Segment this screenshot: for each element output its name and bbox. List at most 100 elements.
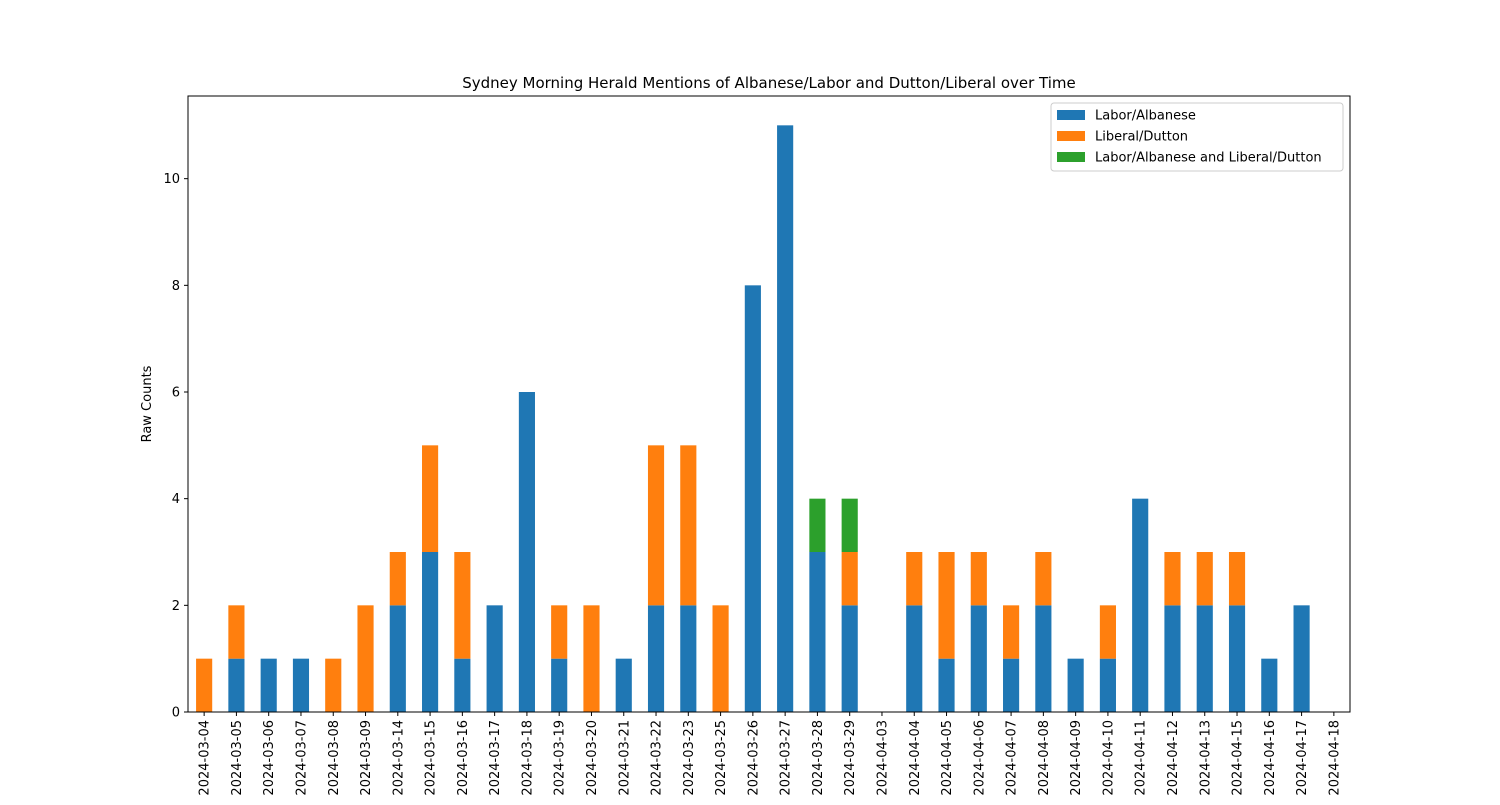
x-tick-label-2024-04-09: 2024-04-09: [1069, 720, 1084, 796]
bar-2024-04-12-series-0: [1164, 605, 1181, 712]
bar-2024-03-08-series-1: [325, 658, 342, 712]
legend-swatch-1: [1057, 131, 1085, 141]
bar-2024-03-26-series-0: [744, 285, 761, 712]
y-tick-label-8: 8: [172, 279, 180, 294]
bar-2024-04-15-series-1: [1228, 552, 1246, 606]
bar-2024-03-19-series-0: [551, 658, 568, 712]
bar-2024-04-07-series-1: [1003, 605, 1020, 659]
bar-2024-03-07-series-0: [292, 658, 310, 712]
x-tick-label-2024-03-14: 2024-03-14: [391, 720, 406, 796]
x-tick-label-2024-04-16: 2024-04-16: [1263, 720, 1278, 796]
bar-2024-03-22-series-1: [647, 445, 665, 606]
bar-2024-04-11-series-0: [1132, 498, 1149, 712]
axes-layer: 0 2 4 6 8 10 2024-03-04 2024-03-05 2024-03-06 202…: [163, 95, 1351, 796]
x-tick-label-2024-03-26: 2024-03-26: [746, 720, 761, 796]
bar-2024-03-06-series-0: [260, 658, 277, 712]
bar-2024-03-15-series-1: [422, 445, 439, 552]
x-tick-label-2024-03-29: 2024-03-29: [843, 720, 858, 796]
bar-2024-03-14-series-0: [389, 605, 406, 712]
x-tick-label-2024-04-13: 2024-04-13: [1198, 720, 1213, 796]
bar-2024-03-28-series-2: [809, 498, 826, 552]
x-tick-label-2024-04-18: 2024-04-18: [1327, 720, 1342, 796]
x-tick-label-2024-03-05: 2024-03-05: [230, 720, 245, 796]
bar-2024-03-27-series-0: [777, 125, 794, 713]
y-tick-label-10: 10: [163, 172, 180, 187]
bar-2024-03-05-series-0: [228, 658, 245, 712]
x-tick-label-2024-03-17: 2024-03-17: [488, 720, 503, 796]
legend-label-2: Labor/Albanese and Liberal/Dutton: [1095, 151, 1322, 166]
bar-2024-04-08-series-1: [1035, 552, 1052, 606]
legend-box: [1050, 102, 1344, 172]
bar-2024-04-13-series-1: [1196, 552, 1213, 606]
bar-2024-04-06-series-1: [970, 552, 987, 606]
bar-2024-04-12-series-1: [1164, 552, 1181, 606]
x-tick-label-2024-03-06: 2024-03-06: [262, 720, 277, 796]
y-tick-label-0: 0: [172, 706, 180, 721]
chart-title: Sydney Morning Herald Mentions of Albane…: [462, 74, 1076, 92]
x-tick-label-2024-03-27: 2024-03-27: [779, 720, 794, 796]
x-tick-label-2024-04-05: 2024-04-05: [940, 720, 955, 796]
bar-2024-04-09-series-0: [1067, 658, 1084, 712]
bar-2024-03-29-series-1: [841, 552, 858, 606]
x-tick-label-2024-03-21: 2024-03-21: [617, 720, 632, 796]
x-tick-label-2024-03-18: 2024-03-18: [520, 720, 535, 796]
bar-2024-03-20-series-1: [583, 605, 600, 712]
x-tick-label-2024-03-22: 2024-03-22: [650, 720, 665, 796]
x-tick-label-2024-04-06: 2024-04-06: [972, 720, 987, 796]
bar-2024-04-05-series-0: [938, 658, 955, 712]
y-axis-label: Raw Counts: [140, 365, 155, 442]
legend-label-0: Labor/Albanese: [1095, 109, 1196, 124]
x-tick-label-2024-04-07: 2024-04-07: [1005, 720, 1020, 796]
legend: Labor/Albanese Liberal/Dutton Labor/Albane…: [1050, 102, 1344, 172]
x-tick-label-2024-03-25: 2024-03-25: [714, 720, 729, 796]
bar-2024-03-25-series-1: [712, 605, 729, 712]
x-tick-label-2024-03-19: 2024-03-19: [553, 720, 568, 796]
x-tick-label-2024-03-20: 2024-03-20: [585, 720, 600, 796]
bar-2024-04-10-series-0: [1099, 658, 1116, 712]
bar-2024-03-16-series-0: [454, 658, 471, 712]
legend-label-1: Liberal/Dutton: [1095, 130, 1188, 145]
bar-2024-03-29-series-0: [841, 605, 858, 712]
legend-swatch-0: [1057, 110, 1085, 120]
bar-2024-03-09-series-1: [357, 605, 374, 712]
bar-2024-04-08-series-0: [1035, 605, 1052, 712]
legend-swatch-2: [1057, 152, 1085, 162]
bar-2024-03-28-series-0: [809, 552, 826, 712]
bar-2024-04-06-series-0: [970, 605, 987, 712]
y-tick-label-6: 6: [172, 386, 180, 401]
x-tick-label-2024-04-10: 2024-04-10: [1101, 720, 1116, 796]
bar-2024-03-04-series-1: [196, 658, 213, 712]
x-tick-label-2024-04-12: 2024-04-12: [1166, 720, 1181, 796]
bar-2024-03-15-series-0: [422, 552, 439, 712]
x-tick-label-2024-03-28: 2024-03-28: [811, 720, 826, 796]
x-tick-label-2024-04-08: 2024-04-08: [1037, 720, 1052, 796]
bar-2024-03-23-series-1: [680, 445, 697, 606]
x-tick-label-2024-04-17: 2024-04-17: [1295, 720, 1310, 796]
y-tick-label-2: 2: [172, 599, 180, 614]
bar-2024-03-16-series-1: [454, 552, 471, 659]
y-tick-label-4: 4: [172, 492, 180, 507]
bar-2024-03-22-series-0: [647, 605, 665, 712]
bar-2024-03-14-series-1: [389, 552, 406, 606]
x-tick-label-2024-03-15: 2024-03-15: [424, 720, 439, 796]
x-tick-label-2024-03-16: 2024-03-16: [456, 720, 471, 796]
x-tick-label-2024-03-04: 2024-03-04: [198, 720, 213, 796]
x-tick-label-2024-03-23: 2024-03-23: [682, 720, 697, 796]
bar-2024-04-17-series-0: [1293, 605, 1310, 712]
bar-2024-03-21-series-0: [615, 658, 632, 712]
bar-2024-04-04-series-0: [906, 605, 923, 712]
x-tick-label-2024-04-15: 2024-04-15: [1231, 720, 1246, 796]
bar-2024-03-19-series-1: [551, 605, 568, 659]
bar-2024-04-04-series-1: [906, 552, 923, 606]
bar-2024-04-07-series-0: [1003, 658, 1020, 712]
x-tick-label-2024-04-11: 2024-04-11: [1134, 720, 1149, 796]
bar-2024-03-05-series-1: [228, 605, 245, 659]
x-tick-label-2024-03-09: 2024-03-09: [359, 720, 374, 796]
bar-2024-03-18-series-0: [518, 392, 535, 712]
bar-2024-03-29-series-2: [841, 498, 858, 552]
bar-2024-04-13-series-0: [1196, 605, 1213, 712]
x-tick-label-2024-03-08: 2024-03-08: [327, 720, 342, 796]
bars-layer: [196, 125, 1310, 713]
